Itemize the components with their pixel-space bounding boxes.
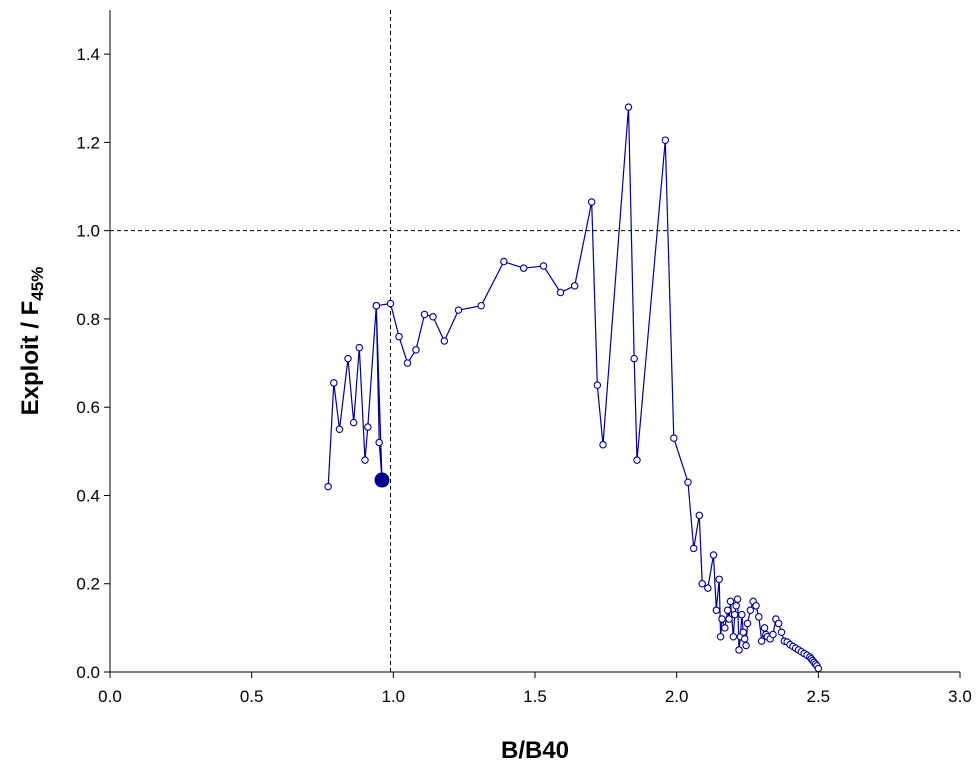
data-point	[689, 544, 698, 553]
data-point	[738, 610, 746, 619]
y-axis-title-subscript: 45%	[28, 267, 47, 301]
data-point	[500, 257, 508, 266]
y-tick-label: 0.8	[76, 310, 100, 329]
y-tick-label: 0.4	[76, 486, 100, 505]
data-point	[599, 440, 607, 449]
data-point	[735, 646, 743, 654]
data-point	[372, 301, 381, 310]
data-point	[726, 597, 735, 606]
data-point	[774, 619, 783, 628]
data-point	[709, 551, 718, 559]
x-tick-label: 0.0	[98, 687, 122, 706]
series-line	[327, 107, 819, 669]
data-point	[743, 619, 752, 628]
data-point	[633, 456, 641, 464]
data-point	[477, 301, 485, 310]
data-point	[375, 438, 383, 447]
y-axis-title-main: Exploit / F	[17, 301, 44, 416]
data-point	[742, 641, 750, 650]
y-tick-label: 1.2	[76, 133, 100, 152]
x-tick-label: 3.0	[948, 687, 972, 706]
data-point	[716, 632, 725, 641]
x-tick-label: 0.5	[240, 687, 264, 706]
data-point	[335, 425, 344, 434]
data-point	[755, 613, 763, 621]
data-point	[661, 136, 670, 144]
data-point	[712, 606, 721, 614]
y-ticks: 0.0 0.2 0.4 0.6 0.8 1.0 1.2 1.4	[76, 45, 110, 682]
data-point	[732, 602, 740, 610]
data-point	[364, 423, 372, 431]
data-point	[733, 595, 742, 603]
x-ticks: 0.0 0.5 1.0 1.5 2.0 2.5 3.0	[98, 672, 972, 706]
x-tick-label: 2.5	[807, 687, 831, 706]
data-point	[361, 456, 369, 464]
data-point	[777, 628, 786, 637]
data-point	[587, 198, 596, 206]
y-axis-title: Exploit / F45%	[17, 267, 47, 416]
data-point	[630, 354, 638, 363]
plot-area: 0.0 0.5 1.0 1.5 2.0 2.5 3.0 0.0 0.2 0.4 0.6 0.8 1.0…	[76, 10, 972, 706]
data-point	[684, 478, 692, 486]
y-tick-label: 0.0	[76, 663, 100, 682]
data-point	[698, 579, 706, 588]
x-tick-label: 1.0	[382, 687, 406, 706]
data-point	[429, 312, 437, 321]
data-point	[420, 310, 429, 319]
data-point	[718, 615, 726, 623]
data-point	[739, 628, 747, 637]
data-point	[757, 637, 766, 645]
data-point	[324, 482, 332, 491]
series-markers	[324, 103, 823, 673]
data-point	[344, 354, 352, 363]
data-point	[539, 262, 548, 270]
highlight-point	[374, 472, 390, 488]
data-point	[556, 288, 565, 297]
data-point	[721, 624, 729, 632]
data-point	[355, 343, 364, 352]
y-tick-label: 1.0	[76, 222, 100, 241]
data-point	[814, 664, 823, 673]
data-point	[769, 630, 777, 639]
data-point	[395, 332, 403, 341]
data-point	[695, 511, 704, 520]
data-point	[624, 103, 633, 111]
data-point	[704, 584, 712, 592]
data-point	[725, 615, 733, 623]
data-point	[670, 434, 678, 442]
x-axis-title: B/B40	[501, 737, 569, 764]
data-point	[386, 299, 395, 308]
data-point	[729, 632, 738, 641]
data-point	[746, 606, 755, 614]
y-tick-label: 1.4	[76, 45, 100, 64]
data-point	[403, 359, 412, 367]
data-point	[760, 624, 769, 632]
data-point	[570, 282, 579, 290]
data-point	[723, 606, 732, 614]
data-point	[519, 264, 528, 272]
data-point	[715, 575, 723, 584]
data-point	[440, 337, 449, 345]
x-tick-label: 1.5	[523, 687, 547, 706]
data-point	[349, 418, 358, 427]
data-point	[730, 610, 739, 619]
data-point	[330, 379, 338, 387]
data-point	[593, 381, 602, 389]
x-tick-label: 2.0	[665, 687, 689, 706]
y-tick-label: 0.2	[76, 575, 100, 594]
y-tick-label: 0.6	[76, 398, 100, 417]
data-point	[412, 346, 420, 354]
data-point	[740, 635, 749, 643]
data-point	[752, 602, 760, 610]
data-point	[454, 306, 463, 314]
